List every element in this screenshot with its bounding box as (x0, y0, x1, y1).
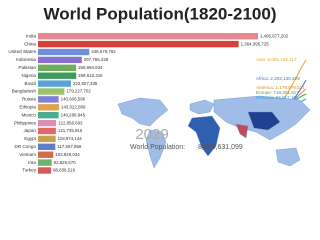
value-label: 119,974,144 (58, 136, 83, 141)
value-label: 140,606,596 (61, 97, 86, 102)
value-label: 179,227,702 (66, 89, 91, 94)
y-tick-label: Vietnam (19, 152, 36, 157)
y-tick-label: Turkey (22, 168, 37, 173)
y-tick-label: DR Congo (15, 144, 37, 149)
value-label: 117,567,859 (57, 144, 82, 149)
region-label: Africa: 2,202,130,429 (256, 76, 300, 81)
bar (38, 72, 77, 79)
bar (38, 119, 57, 127)
y-tick-label: India (26, 33, 36, 38)
region-label: Europe: 718,301,917 (256, 90, 299, 95)
value-label: 1,364,095,725 (241, 41, 270, 46)
y-tick-label: China (24, 41, 36, 46)
bar (38, 112, 59, 119)
y-tick-label: Iran (28, 160, 36, 165)
region-label: Asia: 5,092,182,117 (256, 57, 297, 62)
bar (38, 64, 77, 71)
bar (38, 80, 71, 87)
y-tick-label: Mexico (21, 112, 36, 117)
map-oceania (275, 147, 301, 167)
bar (38, 48, 90, 56)
value-label: 143,022,809 (61, 104, 86, 109)
bar (38, 88, 65, 95)
map-africa (187, 115, 221, 157)
value-label: 92,826,570 (54, 160, 77, 165)
y-tick-label: Indonesia (16, 57, 36, 62)
y-tick-label: Russia (22, 97, 36, 102)
value-label: 122,858,693 (58, 120, 83, 125)
chart: World Population(1820-2100) 2029 World P… (8, 4, 311, 174)
y-tick-label: Pakistan (18, 65, 36, 70)
value-label: 140,289,945 (61, 112, 86, 117)
value-label: 103,829,034 (55, 152, 80, 157)
bar (38, 159, 52, 166)
bar (38, 135, 56, 143)
bar (38, 104, 60, 111)
value-label: 258,894,534 (78, 65, 103, 70)
map-south-america (145, 129, 167, 169)
value-label: 121,735,915 (58, 128, 83, 133)
total-label: World Population: (130, 144, 185, 151)
map-china (247, 111, 281, 131)
value-label: 223,827,335 (73, 81, 98, 86)
y-tick-label: Japan (23, 128, 36, 133)
region-label: Oceania: 56,917,105 (256, 95, 299, 100)
value-label: 259,616,316 (78, 73, 103, 78)
map-north-america (117, 97, 169, 127)
y-tick-label: Ethiopia (19, 105, 36, 110)
y-tick-label: Philippines (14, 120, 37, 125)
year-label: 2029 (135, 126, 168, 143)
y-tick-label: Egypt (24, 136, 36, 141)
y-tick-label: Nigeria (21, 73, 36, 78)
bar (38, 56, 82, 64)
bar (38, 151, 54, 158)
bar (38, 127, 56, 135)
value-label: 88,838,519 (53, 168, 76, 173)
y-tick-label: United States (8, 49, 36, 54)
map-india (235, 123, 249, 139)
value-label: 297,755,429 (84, 57, 109, 62)
chart-title: World Population(1820-2100) (43, 4, 276, 23)
y-tick-label: Bangladesh (12, 89, 37, 94)
value-label: 1,495,677,202 (260, 33, 289, 38)
bar (38, 96, 59, 103)
region-label: America: 1,178,979,531 (256, 85, 305, 90)
bar (38, 167, 52, 174)
bar (38, 40, 239, 48)
map-europe (189, 99, 215, 115)
value-label: 348,679,784 (91, 49, 116, 54)
bar (38, 33, 258, 40)
world-map (117, 95, 311, 169)
y-tick-label: Brazil (25, 81, 37, 86)
bar (38, 143, 56, 150)
total-value: 8,504,631,099 (198, 144, 243, 151)
